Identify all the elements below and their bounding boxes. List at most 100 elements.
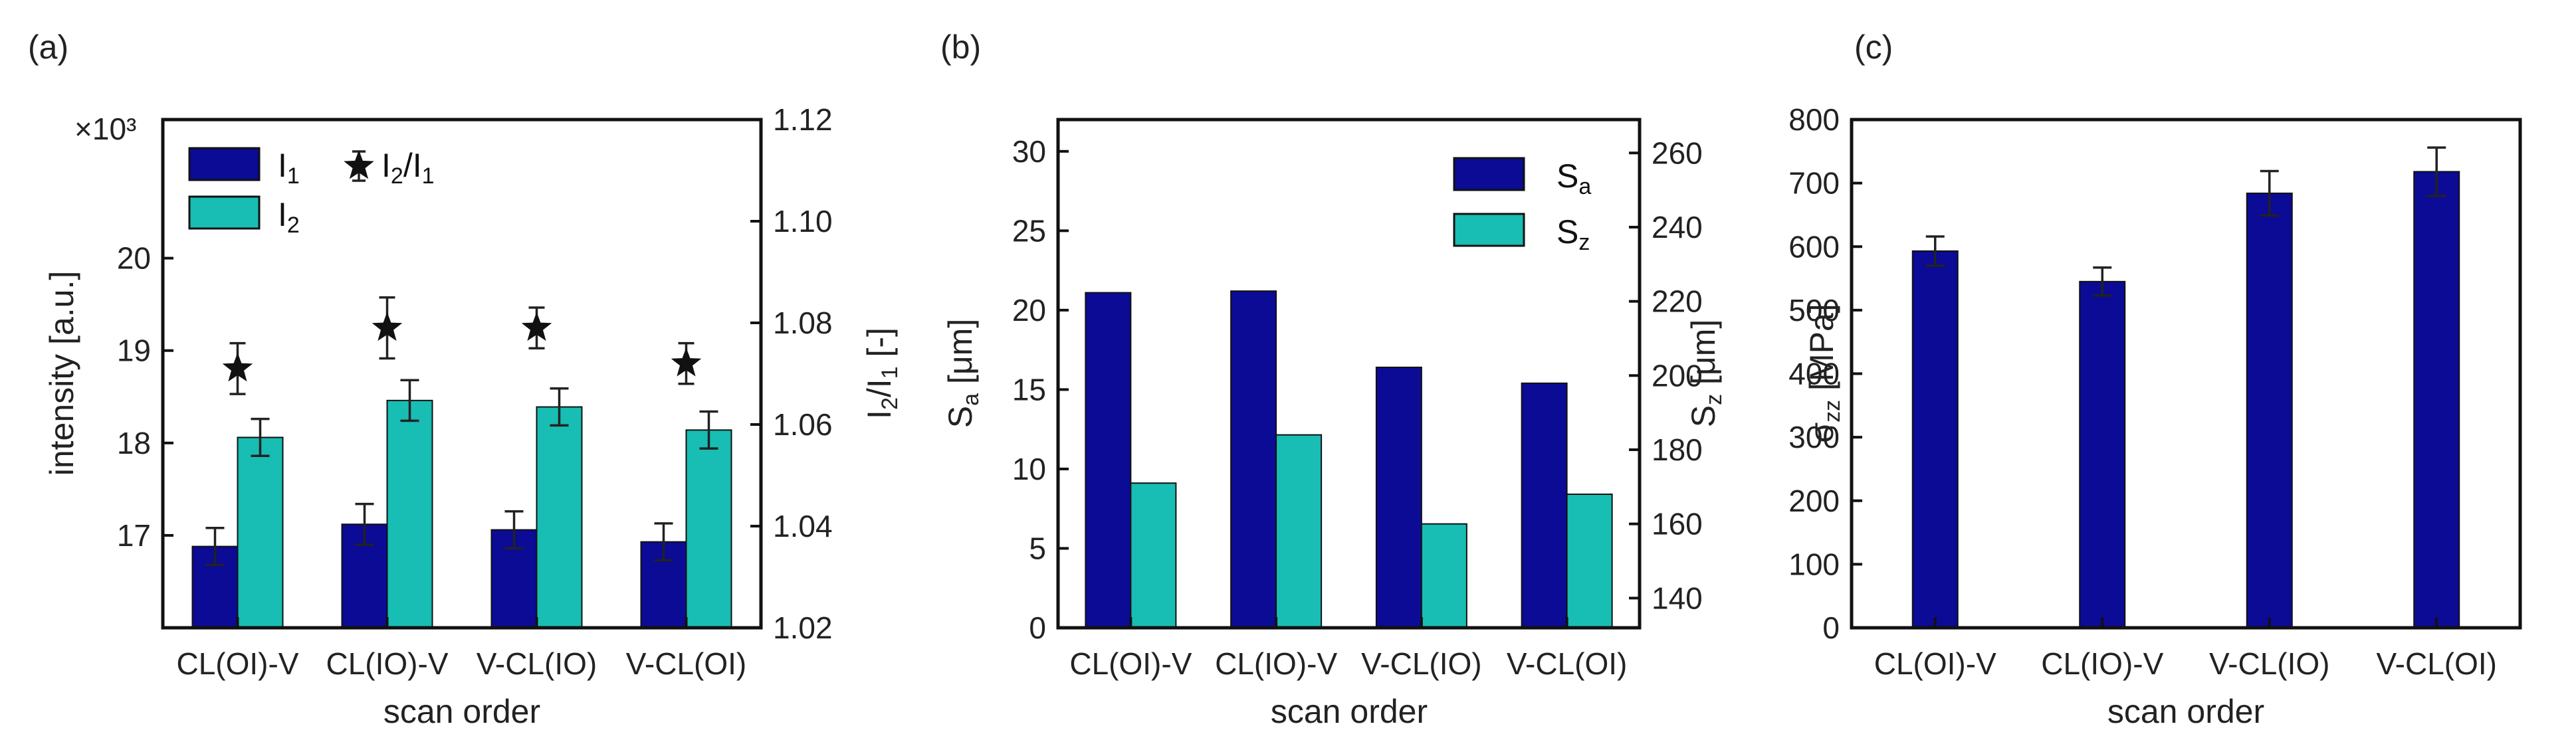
panel-c-y-ticks: 0 100 200 300 400 500 600 700 800: [1788, 102, 1862, 645]
y-tick-label: 19: [117, 333, 151, 368]
panel-c-bars: [1911, 171, 2460, 629]
bar-I2-0: [237, 436, 284, 628]
y-tick-label: 10: [1012, 452, 1046, 486]
panel-a-x-tick-labels: CL(OI)-V CL(IO)-V V-CL(IO) V-CL(OI): [177, 617, 746, 681]
y-tick-label: 500: [1788, 293, 1840, 328]
y-tick-label: 1.02: [773, 611, 833, 645]
panel-a-right-y-axis-label: I2/I1 [-]: [861, 328, 903, 419]
x-tick-label: V-CL(IO): [477, 646, 597, 681]
y-tick-label: 1.10: [773, 204, 833, 238]
panel-a-left-y-ticks: 17 18 19 20: [117, 241, 173, 553]
y-tick-label: 220: [1652, 284, 1703, 319]
legend-label: Sz: [1556, 213, 1590, 255]
panel-b-y-axis-label: Sa [μm]: [942, 319, 984, 428]
x-tick-label: CL(OI)-V: [177, 646, 299, 681]
y-tick-label: 180: [1652, 432, 1703, 467]
panel-a-label: (a): [28, 29, 68, 66]
legend-swatch-Sz: [1453, 213, 1525, 247]
panel-b-x-axis-label: scan order: [1271, 693, 1428, 730]
legend-star-marker: [344, 150, 374, 179]
panel-b-plot-frame: [1056, 118, 1642, 630]
panel-a: (a) 17 18 19 20 1.02 1.04 1.06 1.08 1.10 1.12 CL…: [28, 29, 903, 730]
panel-b: (b) 0 5 10 15 20 25 30 140 160 180 200 220 240 260 C…: [940, 29, 1727, 730]
y-tick-label: 18: [117, 426, 151, 460]
y-tick-label: 0: [1029, 611, 1046, 645]
x-tick-label: V-CL(OI): [1507, 646, 1627, 681]
y-tick-label: 600: [1788, 229, 1840, 264]
bar-sigma-3: [2413, 171, 2460, 629]
panel-b-right-y-ticks: 140 160 180 200 220 240 260: [1629, 136, 1703, 615]
x-tick-label: V-CL(OI): [2377, 646, 2497, 681]
panel-c-label: (c): [1854, 29, 1893, 66]
y-tick-label: 1.12: [773, 102, 833, 137]
panel-b-label: (b): [940, 29, 981, 66]
bar-Sz-2: [1420, 523, 1467, 629]
y-tick-label: 1.04: [773, 509, 833, 543]
bar-I2-3: [685, 429, 732, 628]
bar-Sa-1: [1230, 290, 1277, 628]
panel-b-right-y-axis-label: Sz [μm]: [1685, 320, 1727, 428]
panel-b-x-tick-labels: CL(OI)-V CL(IO)-V V-CL(IO) V-CL(OI): [1069, 617, 1627, 681]
bar-Sa-0: [1085, 292, 1132, 628]
y-tick-label: 5: [1029, 531, 1046, 565]
y-tick-label: 1.08: [773, 306, 833, 340]
y-tick-label: 30: [1012, 134, 1046, 169]
legend-label: I1: [278, 147, 300, 189]
y-tick-label: 200: [1652, 358, 1703, 393]
panel-b-legend: Sa Sz: [1453, 157, 1591, 255]
panel-a-plot-frame: [161, 118, 763, 630]
panel-a-bars: [191, 399, 732, 629]
y-tick-label: 1.06: [773, 407, 833, 442]
x-tick-label: CL(IO)-V: [1215, 646, 1337, 681]
x-tick-label: CL(IO)-V: [2041, 646, 2163, 681]
ratio-marker-3: [671, 347, 702, 377]
x-tick-label: CL(OI)-V: [1069, 646, 1192, 681]
y-tick-label: 300: [1788, 420, 1840, 454]
bar-sigma-2: [2246, 192, 2293, 628]
bar-Sa-3: [1521, 382, 1568, 628]
y-tick-label: 700: [1788, 166, 1840, 201]
ratio-marker-0: [222, 352, 253, 382]
y-tick-label: 17: [117, 518, 151, 553]
legend-label: Sa: [1556, 157, 1591, 199]
panel-c-errorbars: [1925, 146, 2446, 297]
y-tick-label: 100: [1788, 547, 1840, 581]
bar-Sz-3: [1566, 493, 1613, 628]
panel-b-left-y-ticks: 0 5 10 15 20 25 30: [1012, 134, 1069, 645]
x-tick-label: V-CL(OI): [626, 646, 746, 681]
x-tick-label: CL(OI)-V: [1874, 646, 1996, 681]
panel-a-y-multiplier: ×10³: [74, 112, 136, 146]
panel-c-x-tick-labels: CL(OI)-V CL(IO)-V V-CL(IO) V-CL(OI): [1874, 617, 2497, 681]
y-tick-label: 200: [1788, 484, 1840, 518]
bar-Sa-2: [1375, 366, 1422, 628]
y-tick-label: 140: [1652, 581, 1703, 615]
y-tick-label: 160: [1652, 507, 1703, 541]
legend-label: I2: [278, 196, 300, 238]
panel-a-ratio-markers: [222, 296, 702, 395]
legend-swatch-I1: [188, 147, 261, 181]
x-tick-label: CL(IO)-V: [326, 646, 449, 681]
y-tick-label: 15: [1012, 372, 1046, 407]
ratio-marker-1: [372, 312, 403, 341]
y-tick-label: 240: [1652, 210, 1703, 244]
y-tick-label: 0: [1822, 611, 1840, 645]
x-tick-label: V-CL(IO): [2209, 646, 2329, 681]
legend-swatch-I2: [188, 195, 261, 230]
bar-sigma-0: [1911, 250, 1959, 629]
y-tick-label: 400: [1788, 357, 1840, 391]
panel-c-y-axis-label: σzz [MPa]: [1803, 304, 1845, 442]
x-tick-label: V-CL(IO): [1361, 646, 1481, 681]
panel-a-errorbars: [205, 379, 718, 567]
bar-Sz-0: [1130, 482, 1177, 628]
panel-b-bars: [1085, 290, 1613, 629]
panel-a-right-y-ticks: 1.02 1.04 1.06 1.08 1.10 1.12: [750, 102, 833, 645]
legend-swatch-Sa: [1453, 157, 1525, 191]
ratio-marker-2: [521, 312, 552, 341]
y-tick-label: 25: [1012, 213, 1046, 248]
panel-a-y-axis-label: intensity [a.u.]: [43, 271, 80, 476]
panel-c-x-axis-label: scan order: [2107, 693, 2264, 730]
bar-I2-1: [386, 399, 433, 628]
bar-I2-2: [536, 406, 583, 629]
